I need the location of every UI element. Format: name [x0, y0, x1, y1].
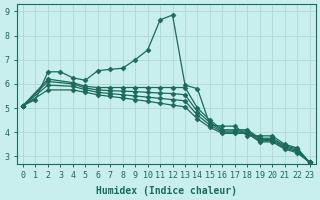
- X-axis label: Humidex (Indice chaleur): Humidex (Indice chaleur): [96, 186, 237, 196]
